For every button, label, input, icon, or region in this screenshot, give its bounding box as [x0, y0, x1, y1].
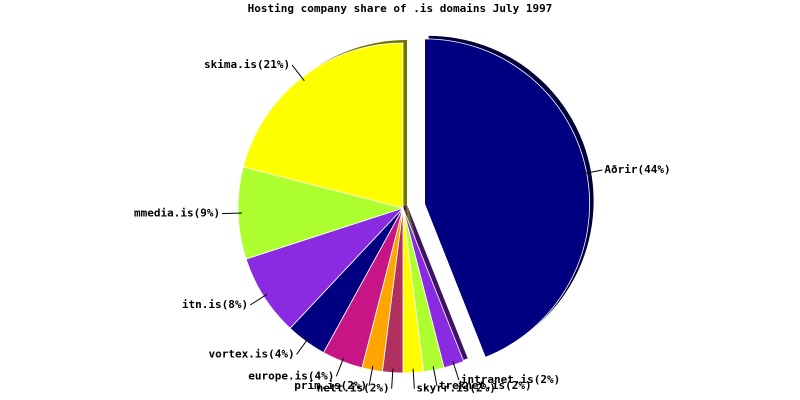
slice-label: skyrr.is(2%) [416, 382, 495, 395]
leader-line [249, 293, 268, 306]
leader-line [452, 360, 460, 381]
slice-label: prim.is(2%) [294, 379, 367, 392]
leader-line [432, 366, 438, 386]
slice-label: intranet.is(2%) [461, 373, 560, 386]
slice [424, 38, 590, 358]
slice-label: skima.is(21%) [204, 58, 290, 71]
slice-label: europe.is(4%) [248, 369, 334, 382]
leader-line [368, 366, 374, 386]
chart-title: Hosting company share of .is domains Jul… [248, 2, 553, 15]
leader-line [335, 357, 345, 377]
slice-label: Aðrir(44%) [604, 163, 670, 176]
slice-label: itn.is(8%) [182, 298, 248, 311]
leader-line [296, 337, 309, 355]
slice-label: nett.is(2%) [317, 382, 390, 395]
leader-line [291, 64, 305, 82]
leader-line [222, 212, 243, 215]
slice-label: vortex.is(4%) [209, 347, 295, 360]
leader-line [582, 169, 603, 175]
leader-line [391, 368, 394, 389]
slice-label: treknet.is(2%) [439, 379, 532, 392]
leader-line [412, 368, 415, 389]
slice-shadow [407, 205, 468, 365]
slice-label: mmedia.is(9%) [134, 207, 220, 220]
